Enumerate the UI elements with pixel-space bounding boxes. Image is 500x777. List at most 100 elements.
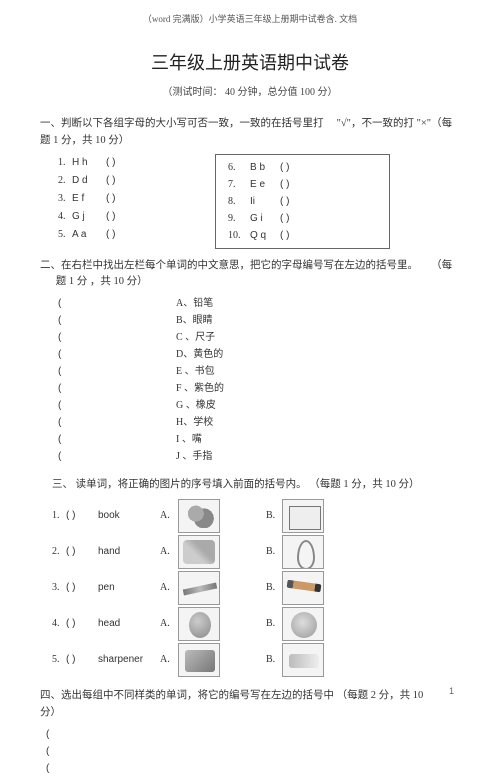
s2-head-c: 题 1 分 ，共 10 分） [56, 276, 148, 287]
s1r-let: G i [250, 210, 280, 227]
section1-body: 1.H h( ) 2.D d( ) 3.E f( ) 4.G j( ) 5.A … [40, 154, 460, 244]
s2-list: (A、铅笔 (B、眼睛 (C 、尺子 (D、黄色的 (E 、书包 (F 、紫色的… [40, 295, 460, 465]
s2-paren: ( [58, 295, 176, 312]
s3-num: 4. [52, 618, 66, 629]
s2-paren: ( [58, 363, 176, 380]
s1r-num: 10. [228, 227, 250, 244]
s3-row: 1.( )bookA. B. [40, 498, 460, 534]
s1r-let: Ii [250, 193, 280, 210]
s2-opt: I 、嘴 [176, 431, 202, 448]
s2-head-a: 二、在右栏中找出左栏每个单词的中文意思，把它的字母编号写在左边的括号里。 [40, 260, 418, 271]
s3-label-a: A. [160, 510, 178, 521]
s3-paren: ( ) [66, 618, 98, 629]
s2-row: (H、学校 [58, 414, 460, 431]
s2-paren: ( [58, 312, 176, 329]
section2: 二、在右栏中找出左栏每个单词的中文意思，把它的字母编号写在左边的括号里。 （每 … [40, 258, 460, 466]
s3-num: 1. [52, 510, 66, 521]
s2-paren: ( [58, 431, 176, 448]
section1-heading: 一、判断以下各组字母的大小写可否一致，一致的在括号里打 "√"，不一致的打 "×… [40, 116, 460, 150]
s3-label-a: A. [160, 546, 178, 557]
s2-row: (B、眼睛 [58, 312, 460, 329]
s4-head-a: 四、选出每组中不同样类的单词，将它的编号写在左边的括号中 （每题 2 分，共 1… [40, 690, 423, 701]
s1r-par: ( ) [280, 179, 289, 190]
s1l-par: ( ) [106, 157, 115, 168]
s2-paren: ( [58, 380, 176, 397]
s1r-let: Q q [250, 227, 280, 244]
s3-paren: ( ) [66, 546, 98, 557]
s2-opt: D、黄色的 [176, 346, 223, 363]
s1l-num: 2. [58, 172, 72, 190]
s3-label-a: A. [160, 654, 178, 665]
s1l-let: H h [72, 154, 106, 172]
s3-image-a [178, 499, 220, 533]
s2-head-b: （每 [431, 260, 452, 271]
s1-head-b: "√"，不一致的打 "×"（每 [337, 118, 452, 129]
s2-opt: H、学校 [176, 414, 213, 431]
s1l-par: ( ) [106, 229, 115, 240]
section3: 三、 读单词，将正确的图片的序号填入前面的括号内。 （每题 1 分，共 10 分… [40, 477, 460, 678]
s1l-let: A a [72, 226, 106, 244]
s2-row: (J 、手指 [58, 448, 460, 465]
s3-label-b: B. [266, 582, 282, 593]
s1r-let: B b [250, 159, 280, 176]
s3-paren: ( ) [66, 510, 98, 521]
page-title: 三年级上册英语期中试卷 [40, 49, 460, 75]
s3-word: head [98, 618, 160, 629]
s1-right-row: 9.G i( ) [228, 210, 379, 227]
s4-row: ( [46, 743, 460, 760]
s3-num: 3. [52, 582, 66, 593]
s1r-let: E e [250, 176, 280, 193]
s2-opt: C 、尺子 [176, 329, 215, 346]
s4-head-b: 分） [40, 707, 61, 718]
s1r-num: 7. [228, 176, 250, 193]
section3-heading: 三、 读单词，将正确的图片的序号填入前面的括号内。 （每题 1 分，共 10 分… [40, 477, 460, 494]
s1-right-row: 7.E e( ) [228, 176, 379, 193]
s2-paren: ( [58, 448, 176, 465]
s3-paren: ( ) [66, 654, 98, 665]
s1l-num: 4. [58, 208, 72, 226]
section4: 四、选出每组中不同样类的单词，将它的编号写在左边的括号中 （每题 2 分，共 1… [40, 688, 460, 777]
s1r-num: 6. [228, 159, 250, 176]
s3-image-b [282, 607, 324, 641]
s3-word: pen [98, 582, 160, 593]
s2-opt: G 、橡皮 [176, 397, 216, 414]
header-note: （word 完满版）小学英语三年级上册期中试卷含. 文档 [40, 12, 460, 25]
s2-paren: ( [58, 346, 176, 363]
s2-row: (F 、紫色的 [58, 380, 460, 397]
s3-row: 3.( )penA.B. [40, 570, 460, 606]
s1r-num: 8. [228, 193, 250, 210]
s1-head-c: 题 1 分，共 10 分） [40, 135, 129, 146]
s2-paren: ( [58, 414, 176, 431]
s1l-num: 1. [58, 154, 72, 172]
s2-opt: E 、书包 [176, 363, 215, 380]
s3-image-b [282, 499, 324, 533]
s3-row: 5.( )sharpenerA.B. [40, 642, 460, 678]
s1-right-row: 6.B b( ) [228, 159, 379, 176]
s1-right-row: 8.Ii( ) [228, 193, 379, 210]
s4-list: ( ( ( [40, 726, 460, 777]
s1r-par: ( ) [280, 213, 289, 224]
s2-row: (G 、橡皮 [58, 397, 460, 414]
s3-label-b: B. [266, 510, 282, 521]
s2-row: (A、铅笔 [58, 295, 460, 312]
s3-word: book [98, 510, 160, 521]
s3-word: sharpener [98, 654, 160, 665]
s1-right-row: 10.Q q( ) [228, 227, 379, 244]
s3-row: 4.( )headA.B. [40, 606, 460, 642]
section2-heading: 二、在右栏中找出左栏每个单词的中文意思，把它的字母编号写在左边的括号里。 （每 … [40, 258, 460, 292]
page-subtitle: （测试时间： 40 分钟，总分值 100 分） [40, 83, 460, 98]
s1r-par: ( ) [280, 230, 289, 241]
s2-row: (D、黄色的 [58, 346, 460, 363]
s3-image-a [178, 607, 220, 641]
s3-image-a [178, 535, 220, 569]
s1l-num: 3. [58, 190, 72, 208]
s2-opt: F 、紫色的 [176, 380, 224, 397]
s1r-par: ( ) [280, 162, 289, 173]
s3-label-b: B. [266, 618, 282, 629]
s1-right-box: 6.B b( ) 7.E e( ) 8.Ii( ) 9.G i( ) 10.Q … [215, 154, 390, 249]
s2-paren: ( [58, 329, 176, 346]
s3-word: hand [98, 546, 160, 557]
s3-paren: ( ) [66, 582, 98, 593]
s1r-par: ( ) [280, 196, 289, 207]
page-number: 1 [449, 686, 454, 696]
